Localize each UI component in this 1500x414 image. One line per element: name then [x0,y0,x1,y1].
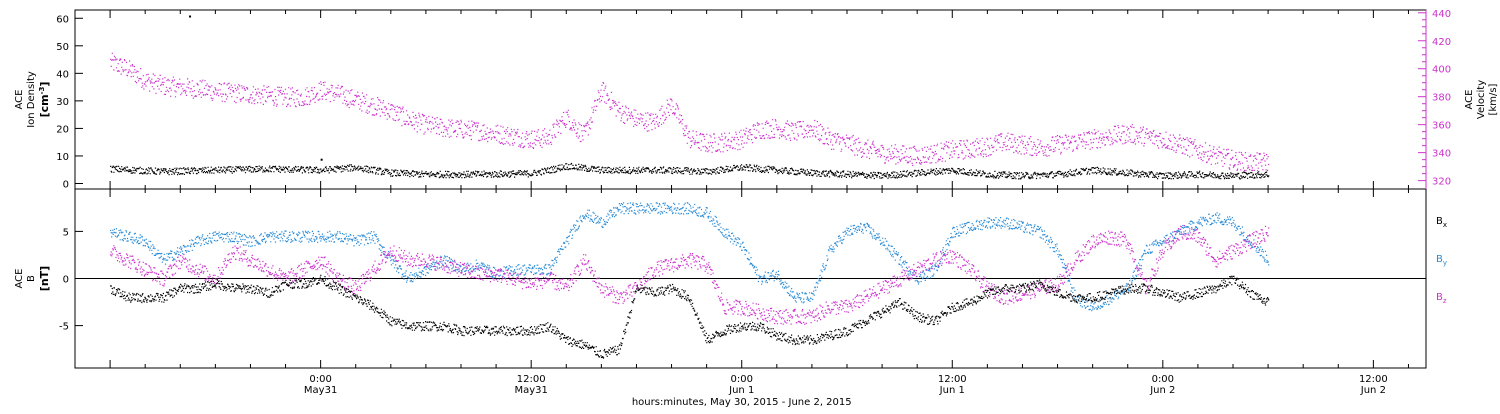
density-outlier-point [189,15,192,18]
density-axis-label: ACE Ion Density [cm-3] [14,71,51,128]
density-unit: [cm-3] [38,82,51,118]
field-axis-label-line1: ACE [14,269,25,289]
density-axis-label-line2: Ion Density [26,71,37,128]
legend-bx: Bx [1436,216,1447,229]
velocity-tick-label: 380 [1432,93,1451,104]
time-tick-label: 0:00 [1152,374,1174,385]
field-unit: [nT] [38,266,51,291]
density-axis-label-line1: ACE [14,90,25,110]
density-tick-label: 0 [63,179,69,190]
density-tick-label: 50 [56,42,69,53]
time-tick-label: 12:00 [938,374,967,385]
density-panel-frame [74,9,1427,190]
density-tick-label: 40 [56,69,69,80]
time-axis-title: hours:minutes, May 30, 2015 - June 2, 20… [632,397,852,408]
density-outlier-point [320,158,323,161]
field-axis-label-line2: B [26,275,37,282]
velocity-tick-label: 400 [1432,65,1451,76]
velocity-tick-label: 420 [1432,37,1451,48]
legend-by: By [1436,254,1447,267]
magnetic-field-panel: -5 0 5 ACE B [nT] Bx By Bz [14,202,1447,359]
by-series [110,202,1270,312]
density-tick-label: 20 [56,124,69,135]
velocity-tick-label: 440 [1432,9,1451,20]
date-tick-label: Jun 2 [1360,385,1386,396]
legend-bz: Bz [1436,292,1447,305]
date-tick-label: Jun 1 [939,385,965,396]
velocity-tick-label: 340 [1432,149,1451,160]
density-tick-label: 30 [56,97,69,108]
time-tick-label: 0:00 [309,374,331,385]
density-tick-label: 10 [56,152,69,163]
velocity-tick-label: 320 [1432,177,1451,188]
date-tick-label: Jun 2 [1149,385,1175,396]
field-tick-label: -5 [59,322,69,333]
density-tick-label: 60 [56,14,69,25]
bx-series [110,274,1270,359]
bz-series [110,225,1270,325]
time-tick-label: 12:00 [517,374,546,385]
time-tick-label: 0:00 [730,374,752,385]
date-tick-label: Jun 1 [728,385,754,396]
date-tick-label: May31 [304,385,337,396]
velocity-axis-label: ACE Velocity [km/s] [1464,80,1499,119]
velocity-axis-label-line2: Velocity [1476,80,1487,119]
density-series [110,162,1270,180]
velocity-series [110,52,1270,173]
velocity-axis-label-line1: ACE [1464,90,1475,110]
velocity-unit: [km/s] [1488,83,1499,115]
date-tick-label: May31 [514,385,547,396]
field-tick-label: 0 [63,275,69,286]
time-tick-label: 12:00 [1359,374,1388,385]
velocity-tick-label: 360 [1432,121,1451,132]
field-tick-label: 5 [63,227,69,238]
field-axis-label: ACE B [nT] [14,266,51,291]
